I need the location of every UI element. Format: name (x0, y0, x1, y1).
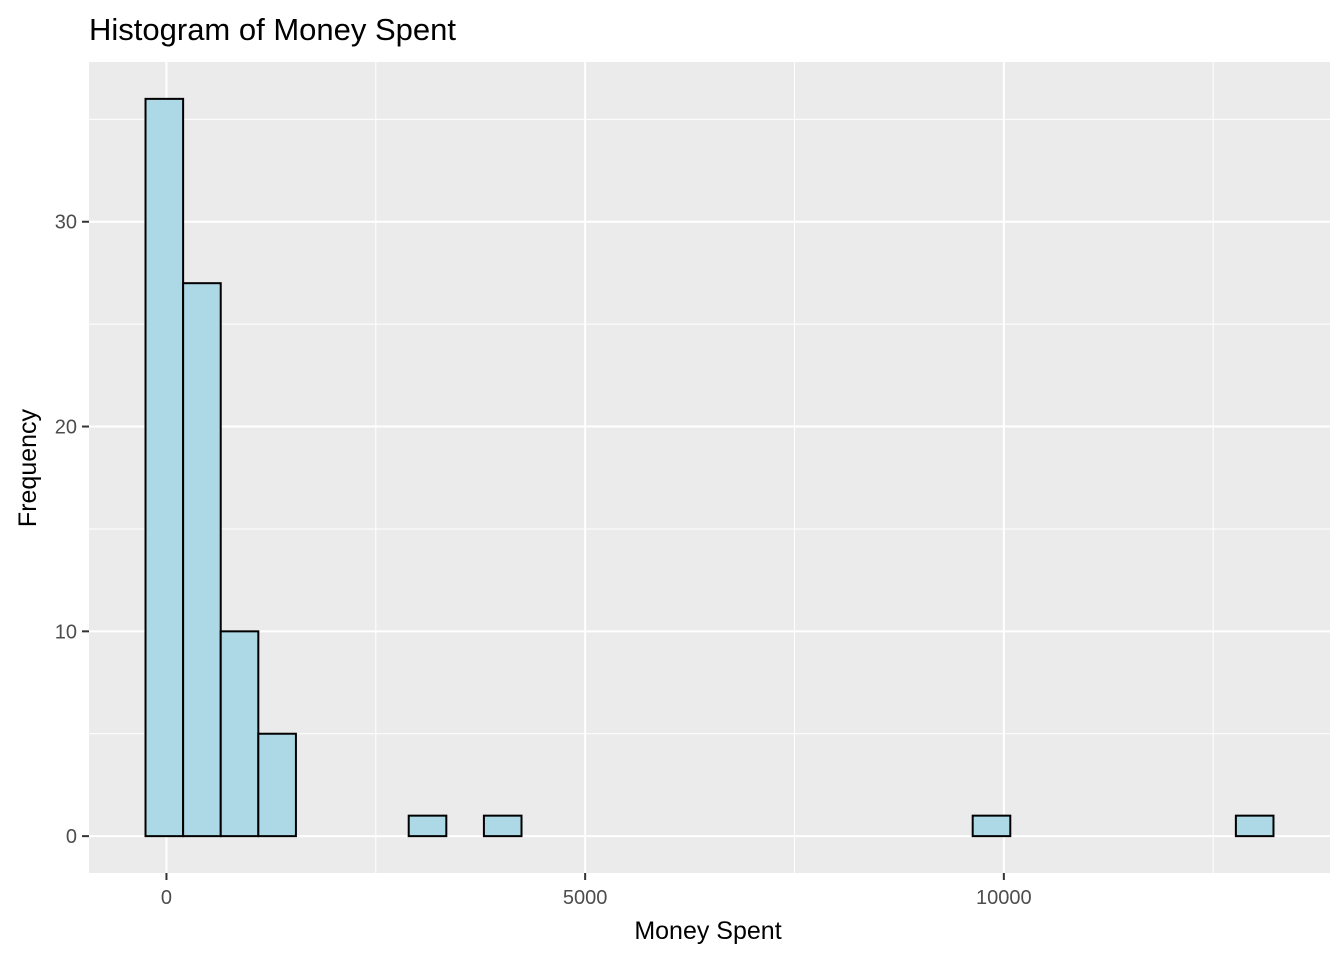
x-axis-tick-labels: 0 5000 10000 (161, 887, 1032, 909)
y-tick-label: 30 (55, 212, 77, 234)
x-tick-label: 0 (161, 887, 172, 909)
histogram-bar-7 (407, 814, 448, 838)
x-tick-label: 10000 (976, 887, 1032, 909)
histogram-bar-29 (1234, 814, 1275, 838)
y-axis-title: Frequency (14, 408, 42, 527)
minor-gridlines (89, 62, 1330, 873)
histogram-bar-1 (182, 282, 222, 838)
histogram-bars (144, 97, 1275, 838)
x-tick-label: 5000 (563, 887, 608, 909)
y-axis-tick-labels: 0 10 20 30 (55, 212, 77, 848)
y-tick-label: 20 (55, 417, 77, 439)
x-axis-title: Money Spent (634, 917, 781, 945)
axis-ticks (82, 220, 1005, 880)
histogram-bar-3 (257, 732, 297, 838)
histogram-bar-0 (144, 97, 185, 838)
histogram-bar-9 (482, 814, 523, 838)
chart-title: Histogram of Money Spent (89, 12, 456, 47)
y-tick-label: 0 (66, 826, 77, 848)
histogram-bar-22 (971, 814, 1012, 838)
y-tick-label: 10 (55, 621, 77, 643)
histogram-bar-2 (219, 630, 260, 838)
